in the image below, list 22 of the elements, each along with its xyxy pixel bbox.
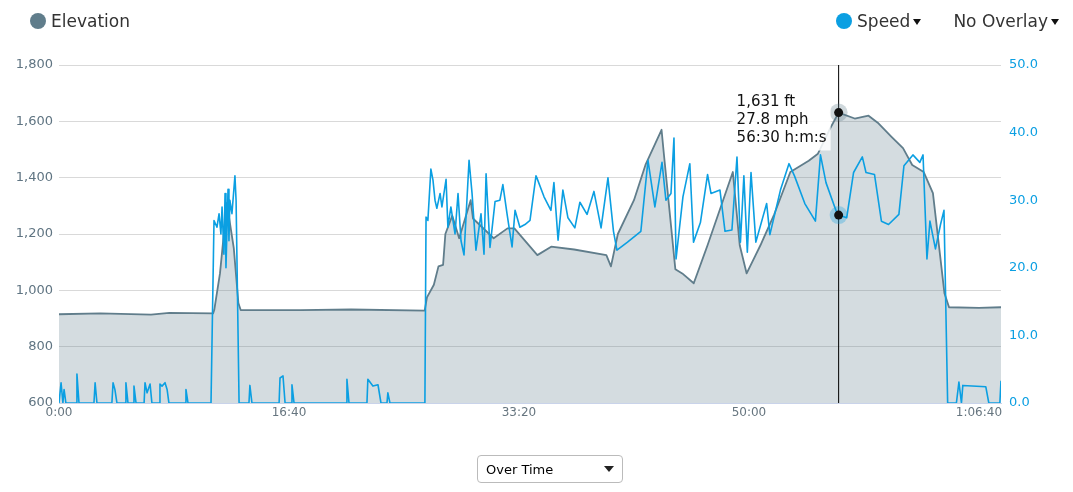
dropdown-field: Over Time <box>477 455 623 483</box>
x-tick-label: 16:40 <box>271 405 307 420</box>
y2-tick-label: 20.0 <box>1009 259 1038 275</box>
y-tick-label: 1,000 <box>15 281 53 297</box>
y2-tick-label: 50.0 <box>1009 56 1038 72</box>
x-tick-label: 33:20 <box>501 405 537 420</box>
y-tick-label: 1,800 <box>15 56 53 72</box>
text: No Overlay <box>953 11 1049 31</box>
y2-tick-label: 30.0 <box>1009 191 1038 207</box>
x-tick-label: 0:00 <box>45 405 73 420</box>
y-tick-label: 1,600 <box>15 112 53 128</box>
y2-tick-label: 40.0 <box>1009 123 1038 139</box>
legend-label: Elevation <box>50 11 130 31</box>
x-tick-label: 50:00 <box>731 405 767 420</box>
legend-label: Speed <box>856 11 912 31</box>
y-tick-label: 1,200 <box>15 225 53 241</box>
y-tick-label: 800 <box>28 338 53 354</box>
y2-tick-label: 10.0 <box>1009 326 1038 342</box>
y2-tick-label: 0.0 <box>1009 394 1030 410</box>
x-tick-label: 1:06:40 <box>955 405 1003 420</box>
annotation: 1,631 ft 27.8 mph 56:30 h:m:s <box>736 91 827 146</box>
y-tick-label: 1,400 <box>15 169 53 185</box>
